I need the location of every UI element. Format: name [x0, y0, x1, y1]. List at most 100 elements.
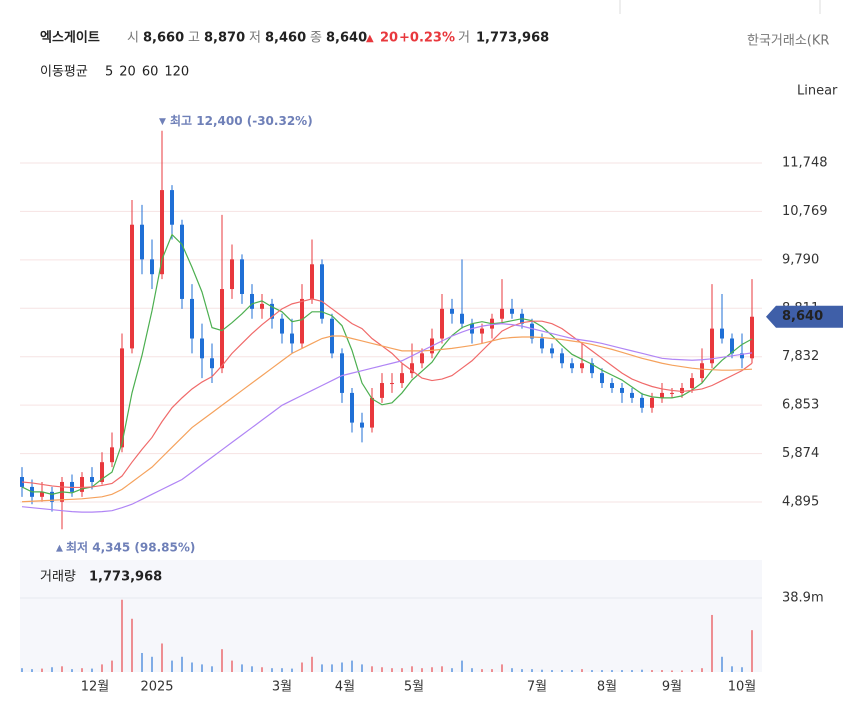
candle-body: [740, 353, 744, 359]
last-price-badge: [766, 305, 843, 328]
ma-line: [21, 233, 753, 495]
ma-line: [21, 323, 753, 513]
volume-bar: [641, 669, 643, 672]
candle-body: [110, 447, 114, 463]
volume-bar: [631, 670, 633, 672]
volume-bar: [181, 656, 183, 672]
legend-entry: 5: [105, 65, 113, 80]
candle-body: [550, 348, 554, 354]
volume-bar: [491, 669, 493, 672]
candle-body: [240, 259, 244, 294]
candle-body: [400, 373, 404, 384]
candle-body: [620, 387, 624, 393]
y-tick-label: 11,748: [782, 155, 828, 170]
exchange[interactable]: 한국거래소(KR: [747, 34, 829, 49]
volume-bar: [581, 669, 583, 672]
candle-body: [580, 363, 584, 369]
candle-body: [120, 348, 124, 448]
volume-bar: [161, 643, 163, 672]
volume-bar: [461, 660, 463, 672]
candle-body: [220, 289, 224, 369]
volume-bar: [451, 668, 453, 672]
candle-body: [530, 323, 534, 339]
volume-bar: [221, 649, 223, 672]
volume-bar: [701, 668, 703, 672]
legend-entry: 120: [164, 65, 189, 80]
volume-bar: [131, 618, 133, 672]
y-tick-label: 4,895: [782, 495, 819, 510]
change: 20: [380, 31, 398, 46]
volume-bar: [61, 666, 63, 672]
volume-bar: [101, 664, 103, 672]
volume-bar: [441, 666, 443, 672]
candle-body: [320, 264, 324, 319]
candle-body: [350, 392, 354, 423]
volume-bar: [691, 670, 693, 672]
candle-body: [440, 308, 444, 339]
candle-body: [270, 303, 274, 319]
candle-body: [710, 328, 714, 364]
candle-body: [590, 363, 594, 374]
volume-bar: [481, 669, 483, 672]
volume-bar: [401, 668, 403, 672]
y-tick-label: 38.9m: [782, 591, 824, 606]
volume-value: 1,773,968: [89, 570, 162, 585]
volume-bar: [381, 667, 383, 672]
ma-title: 이동평균: [40, 65, 88, 80]
candle-body: [660, 392, 664, 398]
volume-bar: [751, 630, 753, 672]
candle-body: [750, 316, 754, 359]
candle-body: [600, 373, 604, 384]
volume-bar: [741, 667, 743, 672]
volume-bar: [671, 670, 673, 672]
scale-toggle[interactable]: Linear: [797, 84, 838, 99]
candle-body: [140, 224, 144, 260]
volume-bar: [431, 667, 433, 672]
x-tick-label: 7월: [527, 680, 547, 695]
volume-bar: [211, 666, 213, 672]
annotation-arrow: ▼: [159, 117, 166, 127]
candle-body: [150, 259, 154, 275]
high-annotation: 최고 12,400 (-30.32%): [170, 113, 313, 128]
label: 고: [188, 31, 200, 46]
value: 1,773,968: [476, 31, 549, 46]
candle-body: [100, 462, 104, 482]
volume-bar: [281, 668, 283, 672]
candle-body: [420, 353, 424, 364]
volume-bar: [351, 660, 353, 672]
label: 저: [249, 31, 261, 46]
volume-bar: [621, 670, 623, 672]
x-tick-label: 3월: [272, 680, 292, 695]
candle-body: [360, 422, 364, 428]
candle-body: [640, 397, 644, 408]
volume-bar: [301, 662, 303, 672]
change-pct: +0.23%: [399, 31, 455, 46]
volume-bar: [681, 670, 683, 672]
volume-bar: [541, 669, 543, 672]
candle-body: [300, 298, 304, 344]
candle-body: [310, 264, 314, 299]
volume-bar: [261, 667, 263, 672]
x-tick-label: 2025: [140, 680, 173, 695]
volume-bar: [651, 670, 653, 672]
ma-line: [21, 298, 753, 489]
candle-body: [450, 308, 454, 314]
volume-bar: [591, 670, 593, 672]
volume-bar: [561, 670, 563, 672]
volume-bar: [251, 666, 253, 672]
volume-bar: [331, 664, 333, 672]
y-tick-label: 7,832: [782, 349, 819, 364]
candle-body: [720, 328, 724, 339]
volume-bar: [571, 670, 573, 672]
candle-body: [410, 363, 414, 374]
candle-body: [40, 491, 44, 497]
volume-bar: [191, 662, 193, 672]
volume-bar: [141, 652, 143, 672]
candle-body: [200, 338, 204, 359]
label: 종: [310, 31, 322, 46]
volume-bar: [341, 662, 343, 672]
candle-body: [250, 293, 254, 309]
candle-body: [180, 224, 184, 299]
candle-body: [680, 387, 684, 393]
